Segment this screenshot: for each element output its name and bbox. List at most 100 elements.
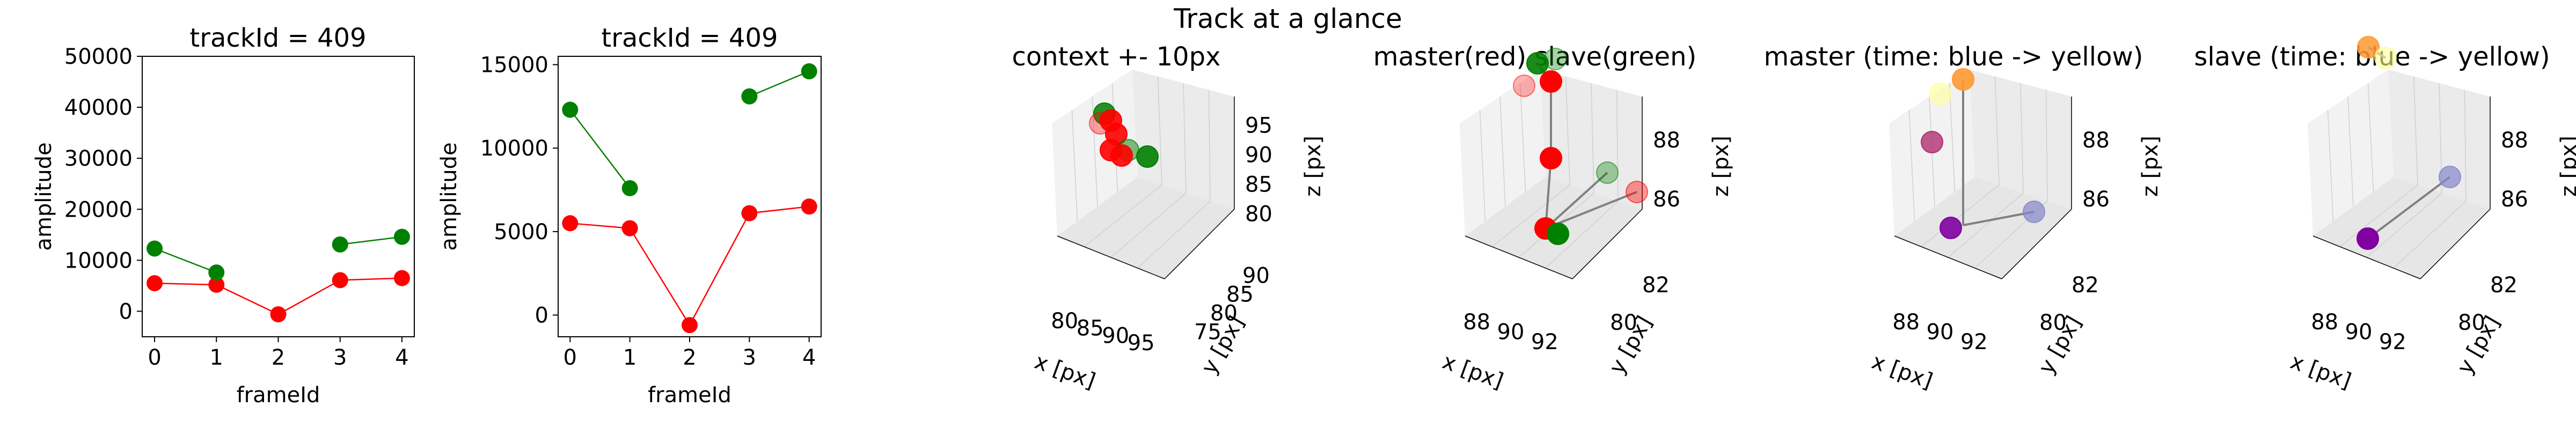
y-tick-label: 82 xyxy=(2490,273,2518,298)
y-tick-label: 10000 xyxy=(64,248,133,273)
green-data-point xyxy=(562,101,579,118)
y-axis-line xyxy=(2420,209,2491,279)
grid-line xyxy=(1071,109,1078,221)
master-time-3d-chart: master (time: blue -> yellow) 88 90 92 x [px… xyxy=(1764,42,2163,394)
grid-line xyxy=(2413,76,2418,186)
figure-suptitle: Track at a glance xyxy=(1173,3,1402,34)
green-data-point xyxy=(741,88,758,105)
grid-line xyxy=(1565,76,1570,186)
scatter-point xyxy=(1596,161,1619,184)
y-tick-label: 80 xyxy=(2039,310,2067,335)
x-tick-label: 88 xyxy=(1463,310,1490,335)
red-data-point xyxy=(208,277,225,293)
scatter-point xyxy=(2357,36,2380,58)
x-axis-line xyxy=(2312,235,2421,279)
red-data-point xyxy=(621,220,638,236)
grid-line xyxy=(1479,109,1486,221)
x-axis-label: x [px] xyxy=(1031,349,1099,394)
y-axis-line xyxy=(1164,209,1235,279)
y-tick-label: 15000 xyxy=(480,53,548,78)
y-tick-label: 40000 xyxy=(64,95,133,120)
scatter-point xyxy=(1110,144,1133,167)
grid-line xyxy=(2367,83,2374,192)
y-tick-label: 0 xyxy=(535,304,548,328)
red-data-point xyxy=(801,198,817,215)
y-axis-line xyxy=(1572,209,1643,279)
y-tick-label: 90 xyxy=(1242,264,1270,289)
green-data-point xyxy=(332,236,348,253)
z-axis-label: z [px] xyxy=(1301,136,1326,197)
grid-line xyxy=(1519,83,1526,192)
green-data-point xyxy=(801,63,817,80)
grid-line xyxy=(2464,90,2467,202)
scatter-point xyxy=(1952,68,1974,91)
x-tick-label: 90 xyxy=(1927,320,1954,345)
grid-line xyxy=(1499,96,1506,207)
y-tick-label: 85 xyxy=(1226,283,1254,307)
grid-line xyxy=(1921,184,2000,247)
y-tick-label: 82 xyxy=(2072,273,2099,298)
grid-line xyxy=(1491,184,1570,247)
x-axis-line xyxy=(1894,235,2002,279)
scatter-point xyxy=(1513,75,1535,97)
x-tick-label: 88 xyxy=(1892,310,1920,335)
grid-line xyxy=(1084,184,1162,247)
y-tick-label: 0 xyxy=(119,299,133,324)
x-tick-label: 80 xyxy=(1051,309,1078,334)
z-axis-label: z [px] xyxy=(2138,136,2163,197)
red-data-point xyxy=(270,306,287,323)
green-series-line xyxy=(569,109,631,189)
z-tick-label: 80 xyxy=(1245,202,1272,227)
grid-line xyxy=(1616,90,1619,202)
z-tick-label: 88 xyxy=(2082,128,2110,153)
y-tick-label: 80 xyxy=(1210,301,1238,326)
red-data-point xyxy=(682,317,698,334)
red-data-point xyxy=(332,272,348,289)
scatter-point xyxy=(1540,70,1562,93)
x-axis-label: frameId xyxy=(648,383,731,408)
z-tick-label: 86 xyxy=(1653,187,1680,212)
x-tick-label: 92 xyxy=(1531,330,1558,354)
scatter-point xyxy=(2023,201,2045,223)
z-tick-label: 95 xyxy=(1245,114,1272,138)
x-tick-label: 85 xyxy=(1077,316,1104,341)
x-tick-label: 3 xyxy=(743,345,756,370)
scatter-point xyxy=(1921,131,1943,153)
y-axis-line xyxy=(2001,209,2072,279)
green-data-point xyxy=(621,180,638,196)
scatter-point xyxy=(2439,166,2461,188)
y-axis-label: amplitude xyxy=(437,142,462,250)
x-tick-label: 4 xyxy=(395,345,408,370)
scatter-point xyxy=(1547,223,1569,245)
grid-line xyxy=(2339,184,2418,247)
amplitude-chart-2: trackId = 409 frameId amplitude 0 1 2 3 4 0 5000 1… xyxy=(437,23,822,408)
y-tick-label: 30000 xyxy=(64,146,133,171)
y-tick-label: 20000 xyxy=(64,197,133,222)
red-data-point xyxy=(393,270,410,286)
green-series-line xyxy=(340,236,402,246)
green-data-point xyxy=(208,264,225,281)
green-data-point xyxy=(147,240,163,257)
scatter-point xyxy=(2357,227,2379,250)
green-series-line xyxy=(749,70,810,97)
grid-line xyxy=(2045,90,2048,202)
z-tick-label: 86 xyxy=(2501,187,2528,212)
x-axis-label: x [px] xyxy=(1869,349,1936,394)
z-axis-label: z [px] xyxy=(1709,136,1733,197)
x-tick-label: 1 xyxy=(623,345,636,370)
z-tick-label: 88 xyxy=(2501,128,2528,153)
red-data-point xyxy=(147,275,163,292)
red-data-point xyxy=(741,205,758,221)
x-tick-label: 0 xyxy=(564,345,577,370)
x-axis-label: x [px] xyxy=(2287,349,2354,394)
x-tick-label: 95 xyxy=(1128,331,1155,356)
y-axis-label: amplitude xyxy=(32,142,56,250)
scatter-point xyxy=(1940,217,1962,239)
z-axis-label: z [px] xyxy=(2557,136,2576,197)
grid-line xyxy=(1994,76,2000,186)
x-tick-label: 2 xyxy=(683,345,696,370)
z-tick-label: 88 xyxy=(1653,128,1680,153)
scatter-point xyxy=(1136,145,1159,168)
